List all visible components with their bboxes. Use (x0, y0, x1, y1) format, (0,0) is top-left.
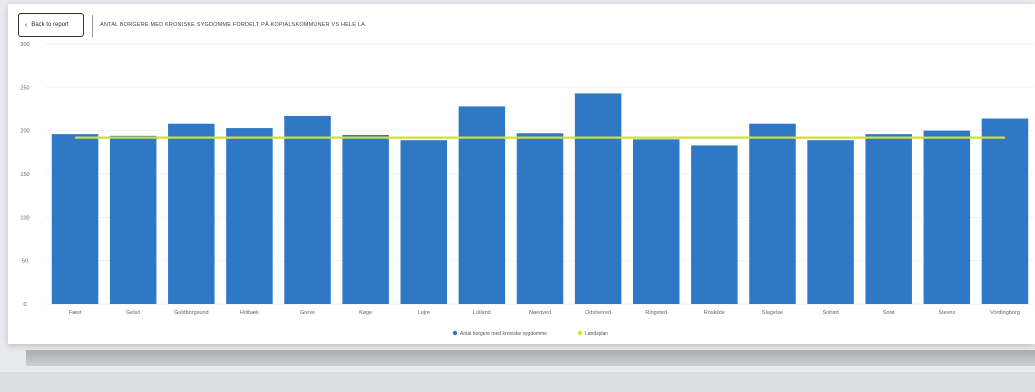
y-tick-label: 50 (22, 259, 28, 265)
background-strip-lower (0, 372, 1035, 392)
x-tick-label: Guldborgsund (174, 310, 209, 316)
bar[interactable] (109, 135, 157, 304)
x-tick-label: Solrød (822, 310, 838, 316)
y-tick-label: 0 (23, 302, 26, 308)
x-tick-label: Gelsö (126, 310, 140, 316)
arrow-left-icon: ‹ (25, 21, 28, 29)
x-tick-label: Roskilde (704, 310, 725, 316)
legend-marker-line (577, 330, 583, 336)
chart-legend: Antal borgere med kroniske sygdomme Lands… (452, 330, 608, 337)
bar[interactable] (632, 139, 680, 304)
y-tick-label: 200 (20, 129, 29, 135)
x-tick-label: Ringsted (645, 310, 667, 316)
y-axis: 0 50 100 150 200 250 300 (20, 42, 29, 308)
legend-marker-bar (452, 330, 458, 336)
x-tick-label: Fæst (69, 310, 82, 316)
x-axis: Fæst Gelsö Guldborgsund Holbæk Greve Køge Lejr… (69, 310, 1020, 316)
bar[interactable] (574, 93, 622, 305)
bar[interactable] (400, 140, 448, 304)
x-tick-label: Vordingborg (990, 310, 1020, 316)
y-tick-label: 100 (20, 215, 29, 221)
bar[interactable] (342, 135, 389, 304)
background-strip (26, 350, 1035, 366)
x-tick-label: Køge (359, 310, 372, 316)
y-tick-label: 150 (20, 172, 29, 178)
bar[interactable] (981, 118, 1029, 305)
bar[interactable] (749, 123, 796, 304)
legend-label: Landsplan (585, 331, 608, 337)
bar[interactable] (458, 106, 506, 305)
x-tick-label: Greve (300, 310, 315, 316)
bar[interactable] (516, 133, 564, 304)
y-tick-label: 250 (20, 85, 29, 91)
x-tick-label: Lejre (418, 310, 430, 316)
x-tick-label: Næstved (529, 310, 551, 316)
bar[interactable] (807, 140, 854, 304)
bar[interactable] (923, 130, 971, 304)
x-tick-label: Lolland (473, 310, 491, 316)
y-tick-label: 300 (20, 42, 29, 48)
x-tick-label: Stevns (938, 310, 955, 316)
bar-chart: 0 50 100 150 200 250 300 Fæst Gelsö Guldborgsund… (20, 42, 1034, 337)
bar[interactable] (865, 134, 912, 304)
header-divider (92, 15, 93, 37)
x-tick-label: Holbæk (240, 310, 259, 316)
x-tick-label: Odsherred (585, 310, 611, 316)
bar[interactable] (51, 134, 99, 304)
x-tick-label: Slagelse (762, 310, 783, 316)
legend-label: Antal borgere med kroniske sygdomme (460, 331, 547, 337)
bars (51, 93, 1029, 305)
bar[interactable] (168, 123, 215, 304)
chart-title: ANTAL BORGERE MED KRONISKE SYGDOMME FORD… (100, 22, 366, 28)
bar[interactable] (284, 115, 331, 304)
x-tick-label: Sorø (883, 310, 896, 316)
bar[interactable] (226, 128, 273, 304)
bar[interactable] (691, 145, 738, 304)
back-to-report-button[interactable]: ‹ Back to report (18, 13, 84, 37)
chart-card: ‹ Back to report ANTAL BORGERE MED KRONI… (8, 4, 1035, 344)
back-to-report-label: Back to report (31, 22, 69, 28)
